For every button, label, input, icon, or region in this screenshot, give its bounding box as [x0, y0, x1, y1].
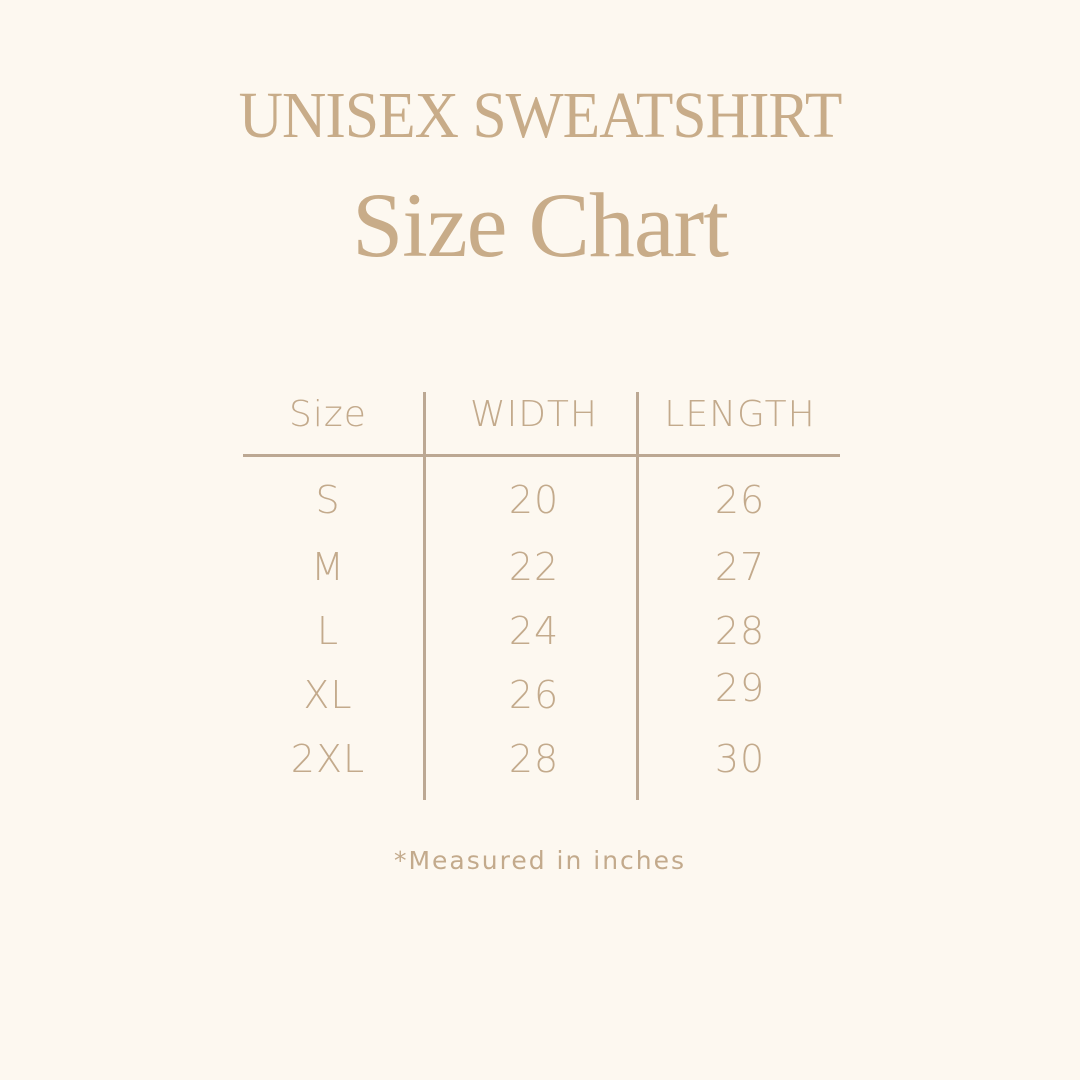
header-divider [243, 454, 840, 457]
table-cell: 26 [508, 673, 560, 717]
table-cell: 28 [508, 737, 560, 781]
table-cell: 29 [714, 666, 766, 710]
column-header: LENGTH [664, 394, 816, 435]
column-header: WIDTH [470, 394, 598, 435]
table-cell: M [311, 545, 345, 589]
table-cell: 20 [508, 478, 560, 522]
table-cell: L [316, 609, 340, 653]
column-header: Size [289, 394, 367, 435]
footnote: *Measured in inches [393, 846, 687, 875]
table-cell: 30 [714, 737, 766, 781]
table-cell: XL [303, 673, 353, 717]
column-divider [423, 392, 426, 800]
table-cell: 24 [508, 609, 560, 653]
column-divider [636, 392, 639, 800]
page-title: UNISEX SWEATSHIRT [238, 79, 843, 152]
table-cell: 26 [714, 478, 766, 522]
page-subtitle: Size Chart [352, 174, 729, 276]
table-cell: 28 [714, 609, 766, 653]
table-cell: 2XL [290, 737, 366, 781]
table-cell: 27 [714, 545, 766, 589]
table-cell: S [315, 478, 341, 522]
table-cell: 22 [508, 545, 560, 589]
